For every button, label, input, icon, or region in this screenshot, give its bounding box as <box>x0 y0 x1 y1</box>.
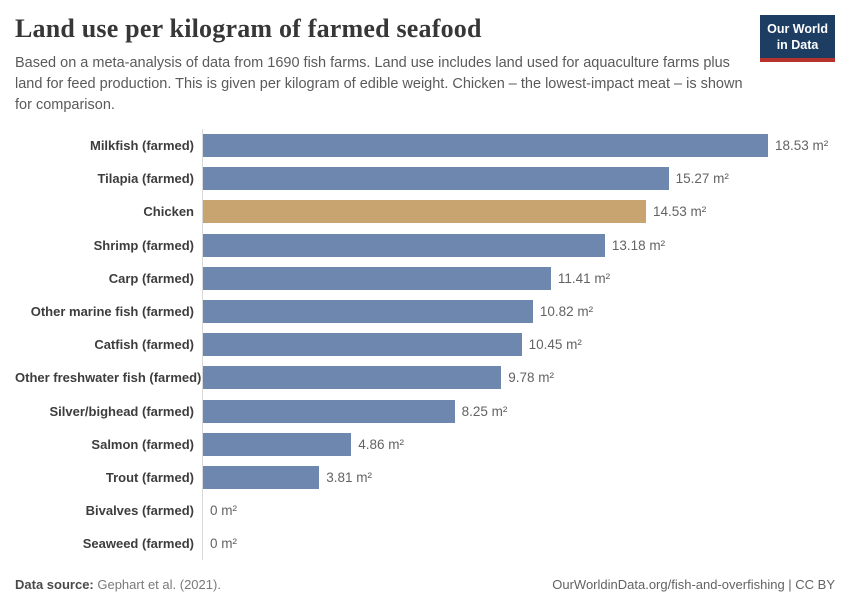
category-label: Catfish (farmed) <box>94 337 194 353</box>
owid-logo[interactable]: Our World in Data <box>760 15 835 62</box>
plot-area: 4.86 m² <box>202 427 835 461</box>
bar-row: Milkfish (farmed) 18.53 m² <box>15 128 835 163</box>
bar-row: Tilapia (farmed) 15.27 m² <box>15 162 835 196</box>
category-label: Silver/bighead (farmed) <box>49 403 194 419</box>
logo-line1: Our World <box>767 22 828 36</box>
bar-row: Other freshwater fish (farmed) 9.78 m² <box>15 361 835 395</box>
bar[interactable] <box>203 299 533 323</box>
footer: Data source: Gephart et al. (2021). OurW… <box>15 577 835 592</box>
plot-area: 0 m² <box>202 527 835 561</box>
footer-link[interactable]: OurWorldinData.org/fish-and-overfishing … <box>552 577 835 593</box>
category-label: Salmon (farmed) <box>91 436 194 452</box>
data-source: Data source: Gephart et al. (2021). <box>15 577 221 592</box>
bar[interactable] <box>203 134 768 158</box>
category-label: Other freshwater fish (farmed) <box>15 370 202 386</box>
plot-area: 11.41 m² <box>202 261 835 295</box>
bar-row: Seaweed (farmed) 0 m² <box>15 527 835 561</box>
category-label: Carp (farmed) <box>108 270 194 286</box>
plot-area: 15.27 m² <box>202 162 835 196</box>
plot-area: 10.45 m² <box>202 328 835 362</box>
logo-line2: in Data <box>776 38 819 53</box>
value-label: 8.25 m² <box>461 403 508 419</box>
bar-row: Bivalves (farmed) 0 m² <box>15 494 835 528</box>
category-label: Trout (farmed) <box>105 469 194 485</box>
category-label: Other marine fish (farmed) <box>30 303 194 319</box>
bar[interactable] <box>203 333 522 357</box>
plot-area: 0 m² <box>202 494 835 528</box>
value-label: 4.86 m² <box>358 436 404 452</box>
bar[interactable] <box>203 266 551 290</box>
bar[interactable] <box>203 465 320 489</box>
plot-area: 14.53 m² <box>202 195 835 229</box>
value-label: 11.41 m² <box>557 270 611 286</box>
bar-row: Chicken 14.53 m² <box>15 195 835 229</box>
plot-area: 3.81 m² <box>202 460 835 494</box>
bar[interactable] <box>203 167 669 191</box>
value-label: 10.82 m² <box>539 303 594 319</box>
bar-row: Trout (farmed) 3.81 m² <box>15 460 835 494</box>
category-label: Milkfish (farmed) <box>89 138 194 154</box>
header-text: Land use per kilogram of farmed seafood … <box>15 14 757 116</box>
value-label: 13.18 m² <box>611 237 666 253</box>
value-label: 10.45 m² <box>528 337 582 353</box>
value-label: 9.78 m² <box>508 370 554 386</box>
value-label: 0 m² <box>210 536 237 552</box>
bar[interactable] <box>203 432 352 456</box>
bar-row: Carp (farmed) 11.41 m² <box>15 261 835 295</box>
value-label: 0 m² <box>210 503 237 519</box>
plot-area: 18.53 m² <box>202 128 835 163</box>
category-label: Tilapia (farmed) <box>97 171 194 187</box>
data-source-value: Gephart et al. (2021). <box>93 577 221 593</box>
bar-chart: Milkfish (farmed) 18.53 m² Tilapia (farmed… <box>15 128 835 561</box>
bar-row: Other marine fish (farmed) 10.82 m² <box>15 294 835 329</box>
data-source-label: Data source: <box>15 577 94 593</box>
value-label: 3.81 m² <box>326 469 372 485</box>
category-label: Shrimp (farmed) <box>93 237 194 253</box>
category-label: Chicken <box>143 204 194 220</box>
bar-row: Silver/bighead (farmed) 8.25 m² <box>15 394 835 428</box>
category-label: Bivalves (farmed) <box>85 503 194 519</box>
bar[interactable] <box>203 200 646 224</box>
value-label: 15.27 m² <box>675 171 729 187</box>
bar-row: Salmon (farmed) 4.86 m² <box>15 427 835 461</box>
value-label: 18.53 m² <box>775 138 829 154</box>
plot-area: 9.78 m² <box>202 361 835 395</box>
plot-area: 8.25 m² <box>202 394 835 428</box>
bar[interactable] <box>203 233 605 257</box>
chart-subtitle: Based on a meta-analysis of data from 16… <box>15 54 743 113</box>
bar[interactable] <box>203 399 455 423</box>
bar[interactable] <box>203 366 502 390</box>
header: Land use per kilogram of farmed seafood … <box>15 14 835 116</box>
plot-area: 10.82 m² <box>202 294 835 329</box>
bar-row: Catfish (farmed) 10.45 m² <box>15 328 835 362</box>
plot-area: 13.18 m² <box>202 228 835 262</box>
value-label: 14.53 m² <box>653 204 707 220</box>
bar-row: Shrimp (farmed) 13.18 m² <box>15 228 835 262</box>
page-title: Land use per kilogram of farmed seafood <box>15 14 482 43</box>
category-label: Seaweed (farmed) <box>82 536 194 552</box>
